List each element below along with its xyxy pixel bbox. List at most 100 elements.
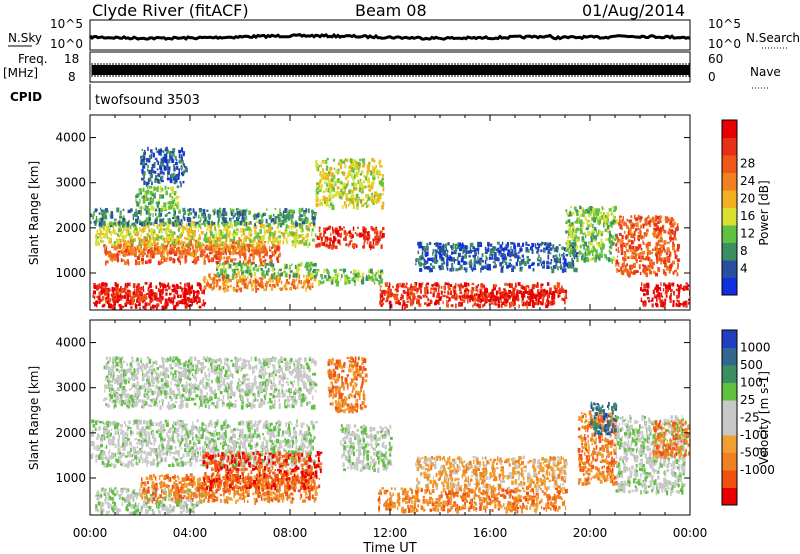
heatmap-cell-0-17-357 bbox=[637, 231, 639, 234]
heatmap-cell-0-11-179 bbox=[345, 204, 347, 209]
heatmap-cell-0-17-274 bbox=[669, 220, 672, 225]
heatmap-cell-0-0-290 bbox=[201, 291, 204, 294]
heatmap-cell-0-2-134 bbox=[276, 256, 279, 261]
heatmap-cell-0-16-204 bbox=[572, 248, 575, 252]
heatmap-cell-0-4-508 bbox=[215, 233, 218, 238]
noise-right-tick-top: 10^5 bbox=[708, 17, 741, 31]
heatmap-cell-0-2-106 bbox=[104, 261, 107, 266]
heatmap-cell-0-13-212 bbox=[482, 304, 484, 308]
heatmap-cell-0-12-27 bbox=[341, 274, 343, 278]
heatmap-cell-0-10-130 bbox=[332, 242, 335, 248]
heatmap-cell-0-5-91 bbox=[248, 210, 252, 215]
heatmap-cell-0-17-106 bbox=[658, 257, 661, 262]
heatmap-cell-0-13-433 bbox=[531, 287, 534, 291]
freq-right-tick-bottom: 0 bbox=[708, 70, 716, 84]
heatmap-cell-0-14-94 bbox=[485, 299, 487, 304]
heatmap-cell-0-15-355 bbox=[573, 263, 575, 268]
heatmap-cell-0-14-47 bbox=[531, 296, 534, 300]
heatmap-cell-0-5-386 bbox=[242, 209, 245, 212]
heatmap-cell-0-15-415 bbox=[441, 262, 444, 267]
heatmap-cell-0-0-184 bbox=[93, 285, 97, 289]
heatmap-cell-0-13-210 bbox=[453, 286, 457, 289]
heatmap-cell-0-7-29 bbox=[253, 271, 257, 277]
heatmap-cell-0-17-394 bbox=[643, 268, 646, 273]
heatmap-cell-0-11-278 bbox=[335, 169, 338, 174]
heatmap-cell-0-6-68 bbox=[291, 281, 295, 284]
heatmap-cell-0-7-42 bbox=[268, 263, 270, 267]
heatmap-cell-0-11-199 bbox=[327, 179, 331, 184]
heatmap-cell-0-7-65 bbox=[216, 272, 220, 276]
heatmap-cell-0-10-106 bbox=[332, 226, 334, 232]
heatmap-cell-0-6-122 bbox=[272, 284, 276, 287]
heatmap-cell-0-13-63 bbox=[392, 285, 394, 289]
heatmap-cell-0-13-296 bbox=[448, 297, 451, 302]
heatmap-cell-0-6-107 bbox=[205, 283, 209, 287]
heatmap-cell-0-6-58 bbox=[310, 283, 312, 287]
heatmap-cell-0-13-378 bbox=[498, 287, 501, 292]
heatmap-cell-0-5-283 bbox=[148, 217, 151, 222]
heatmap-cell-0-3-217 bbox=[251, 244, 253, 248]
heatmap-cell-0-4-459 bbox=[95, 241, 99, 246]
heatmap-cell-0-16-72 bbox=[592, 257, 595, 260]
heatmap-cell-0-16-293 bbox=[594, 208, 598, 213]
heatmap-cell-0-15-141 bbox=[563, 247, 567, 252]
heatmap-cell-0-17-130 bbox=[627, 239, 629, 245]
heatmap-cell-0-17-187 bbox=[672, 218, 675, 222]
heatmap-cell-0-3-32 bbox=[184, 251, 187, 256]
heatmap-cell-0-2-333 bbox=[279, 252, 281, 257]
heatmap-cell-0-4-526 bbox=[180, 236, 182, 239]
heatmap-cell-0-3-51 bbox=[198, 247, 201, 251]
heatmap-cell-0-11-82 bbox=[348, 189, 351, 195]
heatmap-cell-0-4-147 bbox=[237, 221, 241, 225]
heatmap-cell-0-17-291 bbox=[666, 241, 670, 244]
heatmap-cell-0-0-56 bbox=[202, 289, 205, 295]
heatmap-cell-0-15-473 bbox=[562, 256, 565, 261]
heatmap-cell-0-5-156 bbox=[135, 218, 138, 223]
heatmap-cell-0-1-85 bbox=[111, 298, 115, 301]
heatmap-cell-0-15-387 bbox=[486, 265, 490, 271]
heatmap-cell-0-1-60 bbox=[129, 290, 131, 295]
heatmap-cell-0-11-353 bbox=[341, 205, 344, 209]
heatmap-cell-0-16-177 bbox=[572, 254, 576, 258]
heatmap-cell-0-3-107 bbox=[176, 247, 180, 252]
heatmap-cell-0-11-57 bbox=[315, 189, 317, 194]
heatmap-cell-0-17-132 bbox=[644, 223, 648, 226]
heatmap-cell-0-12-58 bbox=[350, 271, 352, 274]
heatmap-cell-0-5-189 bbox=[282, 218, 286, 222]
heatmap-cell-0-9-96 bbox=[167, 201, 171, 205]
heatmap-cell-0-5-186 bbox=[154, 219, 158, 224]
heatmap-cell-0-4-43 bbox=[302, 236, 305, 240]
heatmap-cell-0-11-67 bbox=[376, 201, 378, 204]
heatmap-cell-0-7-47 bbox=[309, 268, 311, 271]
heatmap-cell-0-15-426 bbox=[441, 266, 444, 270]
heatmap-cell-0-15-111 bbox=[427, 257, 430, 261]
heatmap-cell-0-11-339 bbox=[363, 174, 365, 178]
heatmap-cell-0-2-31 bbox=[163, 258, 166, 262]
heatmap-cell-0-3-91 bbox=[170, 248, 173, 251]
heatmap-cell-0-2-235 bbox=[105, 251, 109, 255]
heatmap-cell-0-12-24 bbox=[380, 272, 384, 275]
heatmap-cell-0-11-74 bbox=[316, 184, 318, 188]
heatmap-cell-0-4-230 bbox=[123, 234, 127, 239]
heatmap-cell-0-17-306 bbox=[643, 265, 646, 269]
heatmap-cell-0-4-340 bbox=[101, 240, 105, 244]
heatmap-cell-0-17-338 bbox=[622, 265, 624, 268]
heatmap-cell-0-4-494 bbox=[291, 231, 295, 236]
heatmap-cell-0-15-469 bbox=[540, 257, 542, 262]
heatmap-cell-0-3-162 bbox=[195, 247, 198, 252]
heatmap-cell-0-11-34 bbox=[363, 204, 365, 207]
heatmap-cell-0-4-548 bbox=[268, 231, 272, 237]
heatmap-cell-0-4-339 bbox=[100, 230, 103, 234]
heatmap-cell-0-5-340 bbox=[178, 222, 181, 226]
heatmap-cell-0-14-35 bbox=[532, 294, 535, 298]
plot-title: Clyde River (fitACF) bbox=[92, 1, 249, 20]
heatmap-cell-0-11-266 bbox=[353, 187, 356, 191]
heatmap-cell-0-3-70 bbox=[228, 245, 231, 249]
heatmap-cell-0-16-289 bbox=[598, 243, 600, 248]
heatmap-cell-0-17-239 bbox=[638, 238, 640, 242]
heatmap-cell-0-17-286 bbox=[646, 268, 650, 271]
heatmap-cell-0-16-279 bbox=[605, 217, 608, 223]
heatmap-cell-0-15-157 bbox=[490, 250, 494, 253]
heatmap-cell-0-2-56 bbox=[208, 259, 211, 263]
heatmap-cell-0-2-353 bbox=[181, 254, 184, 259]
